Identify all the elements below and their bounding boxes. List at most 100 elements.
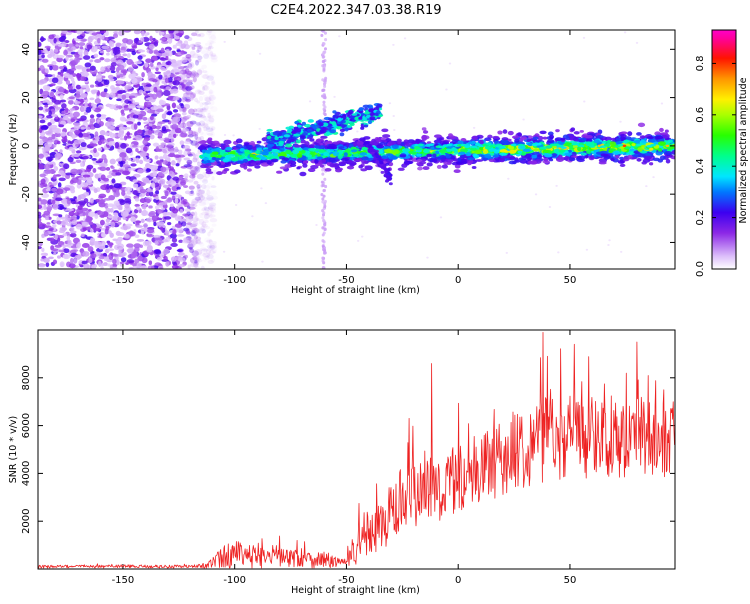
vertical-line-speckle xyxy=(322,51,326,56)
noise-speckle xyxy=(38,106,44,111)
noise-speckle xyxy=(141,204,147,210)
noise-speckle xyxy=(157,121,166,125)
signal-band-patch xyxy=(381,128,389,133)
noise-speckle xyxy=(89,59,94,63)
noise-speckle xyxy=(97,260,102,267)
signal-band-patch xyxy=(239,148,245,152)
signal-band-patch xyxy=(502,129,508,134)
noise-speckle xyxy=(89,118,96,123)
noise-speckle xyxy=(160,31,165,35)
noise-speckle xyxy=(85,188,90,192)
signal-band-patch xyxy=(276,170,283,174)
noise-speckle xyxy=(196,33,202,37)
signal-band-patch xyxy=(207,137,213,141)
noise-speckle xyxy=(201,248,209,252)
vertical-line-speckle xyxy=(321,78,325,82)
signal-band-patch xyxy=(547,139,555,144)
noise-speckle xyxy=(69,226,75,232)
noise-speckle xyxy=(187,243,196,248)
noise-speckle xyxy=(53,166,59,172)
signal-band-patch xyxy=(508,155,516,160)
noise-speckle xyxy=(118,126,126,131)
noise-speckle xyxy=(206,238,211,244)
noise-speckle xyxy=(209,190,218,196)
noise-speckle xyxy=(155,146,160,152)
noise-speckle xyxy=(222,250,226,253)
noise-speckle xyxy=(75,44,80,47)
noise-speckle xyxy=(522,118,525,121)
noise-speckle xyxy=(39,94,48,99)
noise-speckle xyxy=(56,220,62,225)
noise-speckle xyxy=(194,259,203,263)
noise-speckle xyxy=(106,248,115,252)
noise-speckle xyxy=(79,76,87,82)
noise-speckle xyxy=(69,230,77,234)
noise-speckle xyxy=(71,46,76,51)
noise-speckle xyxy=(190,226,198,230)
noise-speckle xyxy=(99,50,105,54)
noise-speckle xyxy=(148,191,154,197)
noise-speckle xyxy=(74,101,81,104)
noise-speckle xyxy=(64,89,69,94)
noise-speckle xyxy=(109,207,114,213)
noise-speckle xyxy=(207,206,214,212)
noise-speckle xyxy=(161,201,168,206)
signal-band-patch xyxy=(475,159,484,162)
noise-speckle xyxy=(54,244,62,248)
noise-speckle xyxy=(193,257,201,261)
noise-speckle xyxy=(147,71,153,78)
vertical-line-speckle xyxy=(320,192,324,197)
noise-speckle xyxy=(196,232,201,237)
noise-speckle xyxy=(176,249,183,252)
noise-speckle xyxy=(194,265,200,269)
noise-speckle xyxy=(79,38,88,42)
noise-speckle xyxy=(179,122,183,129)
noise-speckle xyxy=(145,58,152,64)
noise-speckle xyxy=(43,163,51,170)
noise-speckle xyxy=(39,119,46,124)
signal-band-patch xyxy=(426,162,433,167)
noise-speckle xyxy=(175,42,182,47)
noise-speckle xyxy=(195,239,202,244)
noise-speckle xyxy=(87,37,93,43)
noise-speckle xyxy=(132,190,138,196)
vertical-line-speckle xyxy=(324,76,328,80)
noise-speckle xyxy=(112,214,118,221)
noise-speckle xyxy=(126,131,131,137)
noise-speckle xyxy=(167,153,176,158)
noise-speckle xyxy=(204,117,211,122)
noise-speckle xyxy=(173,113,181,118)
noise-speckle xyxy=(204,237,211,243)
noise-speckle xyxy=(203,94,208,99)
signal-band-patch xyxy=(627,154,633,160)
noise-speckle xyxy=(211,81,216,86)
noise-speckle xyxy=(200,265,205,269)
noise-speckle xyxy=(119,116,126,122)
noise-speckle xyxy=(195,72,200,78)
signal-band-patch xyxy=(223,167,230,172)
noise-speckle xyxy=(196,69,203,76)
noise-speckle xyxy=(181,221,187,227)
signal-band-patch xyxy=(385,153,393,157)
noise-speckle xyxy=(82,251,90,257)
noise-speckle xyxy=(101,233,106,238)
noise-speckle xyxy=(185,91,193,95)
noise-speckle xyxy=(134,197,140,202)
noise-speckle xyxy=(199,109,207,113)
noise-speckle xyxy=(170,69,175,74)
noise-speckle xyxy=(208,95,214,102)
noise-speckle xyxy=(198,228,206,234)
noise-speckle xyxy=(192,217,199,223)
noise-speckle xyxy=(191,112,200,116)
noise-speckle xyxy=(160,226,164,231)
noise-speckle xyxy=(210,34,217,40)
noise-speckle xyxy=(196,198,203,203)
signal-band-patch xyxy=(416,153,422,157)
noise-speckle xyxy=(163,71,170,75)
noise-speckle xyxy=(38,49,42,56)
noise-speckle xyxy=(118,206,123,211)
signal-band-patch xyxy=(401,163,408,168)
noise-speckle xyxy=(211,242,215,249)
noise-speckle xyxy=(195,241,203,245)
